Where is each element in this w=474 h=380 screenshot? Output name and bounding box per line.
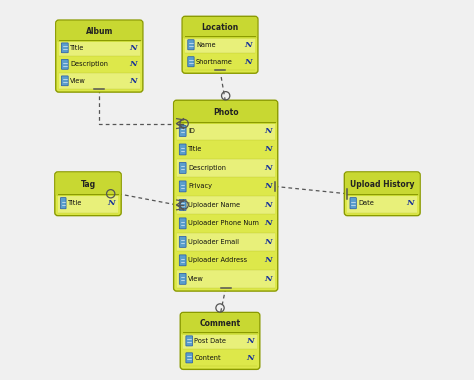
- Bar: [185, 53, 255, 70]
- Bar: [183, 349, 257, 366]
- Text: N: N: [244, 58, 252, 66]
- Text: Photo: Photo: [213, 108, 238, 117]
- FancyBboxPatch shape: [179, 144, 186, 155]
- FancyBboxPatch shape: [56, 21, 142, 42]
- FancyBboxPatch shape: [179, 181, 186, 192]
- Text: N: N: [129, 60, 137, 68]
- Text: N: N: [264, 256, 272, 264]
- Text: N: N: [244, 41, 252, 49]
- Text: N: N: [264, 127, 272, 135]
- FancyBboxPatch shape: [188, 40, 194, 50]
- Text: Location: Location: [201, 23, 238, 32]
- Text: Name: Name: [196, 42, 216, 48]
- Text: Post Date: Post Date: [194, 338, 227, 344]
- FancyBboxPatch shape: [174, 101, 277, 124]
- Text: Description: Description: [70, 61, 108, 67]
- FancyBboxPatch shape: [179, 200, 186, 211]
- Bar: [177, 233, 275, 251]
- Bar: [59, 56, 140, 73]
- Text: N: N: [246, 337, 254, 345]
- Text: ID: ID: [188, 128, 195, 134]
- FancyBboxPatch shape: [186, 353, 192, 363]
- Bar: [177, 122, 275, 140]
- FancyBboxPatch shape: [182, 16, 258, 73]
- FancyBboxPatch shape: [179, 236, 186, 247]
- Text: Upload History: Upload History: [350, 180, 414, 189]
- Text: Title: Title: [188, 146, 202, 152]
- Text: N: N: [129, 77, 137, 85]
- Bar: [59, 73, 140, 89]
- Bar: [177, 269, 275, 288]
- FancyBboxPatch shape: [180, 312, 260, 369]
- FancyBboxPatch shape: [62, 76, 68, 86]
- Bar: [347, 194, 417, 213]
- Text: Album: Album: [86, 27, 113, 36]
- FancyBboxPatch shape: [179, 218, 186, 229]
- Bar: [58, 194, 118, 213]
- Bar: [185, 36, 255, 53]
- Bar: [177, 177, 275, 196]
- Text: N: N: [264, 219, 272, 227]
- FancyBboxPatch shape: [179, 255, 186, 266]
- Text: Description: Description: [188, 165, 226, 171]
- Bar: [177, 140, 275, 159]
- Bar: [177, 214, 275, 233]
- Text: Uploader Phone Num: Uploader Phone Num: [188, 220, 259, 226]
- Text: N: N: [264, 275, 272, 283]
- Text: Comment: Comment: [200, 320, 241, 328]
- Text: N: N: [264, 182, 272, 190]
- Bar: [177, 251, 275, 269]
- Text: Shortname: Shortname: [196, 59, 233, 65]
- FancyBboxPatch shape: [179, 125, 186, 136]
- Text: N: N: [407, 199, 414, 207]
- FancyBboxPatch shape: [188, 57, 194, 67]
- Text: N: N: [129, 44, 137, 52]
- Text: N: N: [264, 146, 272, 154]
- FancyBboxPatch shape: [179, 273, 186, 284]
- FancyBboxPatch shape: [61, 198, 66, 209]
- FancyBboxPatch shape: [62, 43, 68, 53]
- Text: Privacy: Privacy: [188, 184, 212, 189]
- Text: Tag: Tag: [81, 180, 96, 189]
- FancyBboxPatch shape: [186, 336, 192, 346]
- Text: View: View: [188, 276, 204, 282]
- Text: N: N: [264, 238, 272, 246]
- Text: Title: Title: [70, 45, 84, 51]
- Text: View: View: [70, 78, 86, 84]
- FancyBboxPatch shape: [62, 59, 68, 69]
- Bar: [177, 196, 275, 214]
- Bar: [177, 159, 275, 177]
- Bar: [183, 332, 257, 349]
- Bar: [59, 40, 140, 56]
- FancyBboxPatch shape: [345, 173, 419, 196]
- FancyBboxPatch shape: [56, 20, 143, 92]
- FancyBboxPatch shape: [179, 163, 186, 173]
- Text: Date: Date: [358, 200, 374, 206]
- Text: N: N: [264, 164, 272, 172]
- FancyBboxPatch shape: [344, 172, 420, 216]
- FancyBboxPatch shape: [55, 173, 120, 196]
- Text: Uploader Email: Uploader Email: [188, 239, 239, 245]
- Text: Uploader Address: Uploader Address: [188, 257, 247, 263]
- FancyBboxPatch shape: [173, 100, 278, 291]
- Text: N: N: [246, 354, 254, 362]
- Text: Uploader Name: Uploader Name: [188, 202, 240, 208]
- Text: Content: Content: [194, 355, 221, 361]
- Text: Title: Title: [68, 200, 82, 206]
- Text: N: N: [264, 201, 272, 209]
- Text: N: N: [108, 199, 115, 207]
- FancyBboxPatch shape: [183, 17, 257, 38]
- FancyBboxPatch shape: [181, 313, 259, 335]
- FancyBboxPatch shape: [55, 172, 121, 216]
- FancyBboxPatch shape: [350, 198, 356, 209]
